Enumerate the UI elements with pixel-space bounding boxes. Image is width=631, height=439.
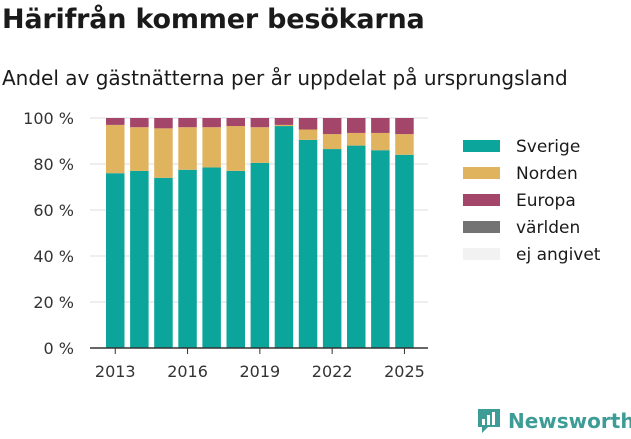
bar-segment (226, 126, 245, 171)
bars (106, 118, 414, 348)
y-tick-label: 60 % (33, 201, 74, 220)
bar-segment (322, 149, 342, 348)
brand-name: Newsworthy (508, 409, 631, 433)
legend-label: Sverige (516, 137, 580, 157)
y-tick-label: 0 % (44, 339, 74, 358)
bar-segment (178, 169, 197, 348)
bar-segment (250, 118, 270, 128)
bar-segment (202, 118, 221, 128)
bar-segment (322, 134, 342, 150)
bar-segment (347, 118, 366, 133)
bar-segment (106, 173, 125, 348)
chart-subtitle: Andel av gästnätterna per år uppdelat på… (2, 66, 568, 90)
legend: Sverige Norden Europa världen ej angivet (463, 137, 601, 265)
bar-segment (202, 127, 221, 168)
y-tick-label: 20 % (33, 293, 74, 312)
brand[interactable]: Newsworthy (476, 407, 631, 435)
legend-swatch (463, 167, 500, 179)
legend-label: världen (516, 218, 580, 238)
legend-swatch (463, 194, 500, 206)
bar-segment (250, 162, 270, 348)
bar-segment (371, 150, 390, 348)
bar-segment (322, 118, 342, 135)
bar-segment (130, 170, 149, 348)
bar-segment (274, 126, 294, 348)
x-tick-label: 2025 (384, 362, 425, 381)
bar-segment (226, 170, 245, 348)
bar-segment (347, 132, 366, 146)
legend-label: Europa (516, 191, 576, 211)
bar-segment (347, 145, 366, 348)
legend-swatch (463, 248, 500, 260)
newsworthy-logo-icon (478, 409, 500, 433)
y-tick-label: 40 % (33, 247, 74, 266)
legend-label: ej angivet (516, 245, 601, 265)
legend-label: Norden (516, 164, 578, 184)
x-tick-label: 2016 (167, 362, 208, 381)
bar-segment (298, 129, 318, 140)
y-tick-label: 80 % (33, 155, 74, 174)
y-tick-label: 100 % (23, 109, 74, 128)
bar-segment (250, 127, 270, 163)
bar-segment (154, 177, 173, 348)
bar-segment (154, 118, 173, 129)
bar-segment (274, 124, 294, 127)
bar-segment (130, 127, 149, 171)
bar-segment (371, 118, 390, 133)
axes: 0 % 20 % 40 % 60 % 80 % 100 % 2013 2016 2019 2022… (23, 109, 428, 381)
bar-segment (106, 124, 125, 174)
x-tick-label: 2022 (312, 362, 353, 381)
bar-segment (106, 118, 125, 125)
bar-segment (178, 127, 197, 170)
x-tick-label: 2013 (95, 362, 136, 381)
bar-segment (274, 118, 294, 125)
bar-segment (298, 139, 318, 348)
bar-segment (178, 118, 197, 128)
bar-segment (154, 128, 173, 178)
bar-segment (298, 118, 318, 130)
bar-segment (395, 134, 414, 155)
bar-segment (395, 118, 414, 135)
bar-segment (130, 118, 149, 128)
x-tick-label: 2019 (239, 362, 280, 381)
legend-swatch (463, 221, 500, 233)
bar-segment (202, 167, 221, 348)
chart-title: Härifrån kommer besökarna (2, 4, 425, 35)
legend-swatch (463, 140, 500, 152)
bar-segment (226, 118, 245, 127)
bar-segment (395, 154, 414, 348)
bar-segment (371, 132, 390, 151)
